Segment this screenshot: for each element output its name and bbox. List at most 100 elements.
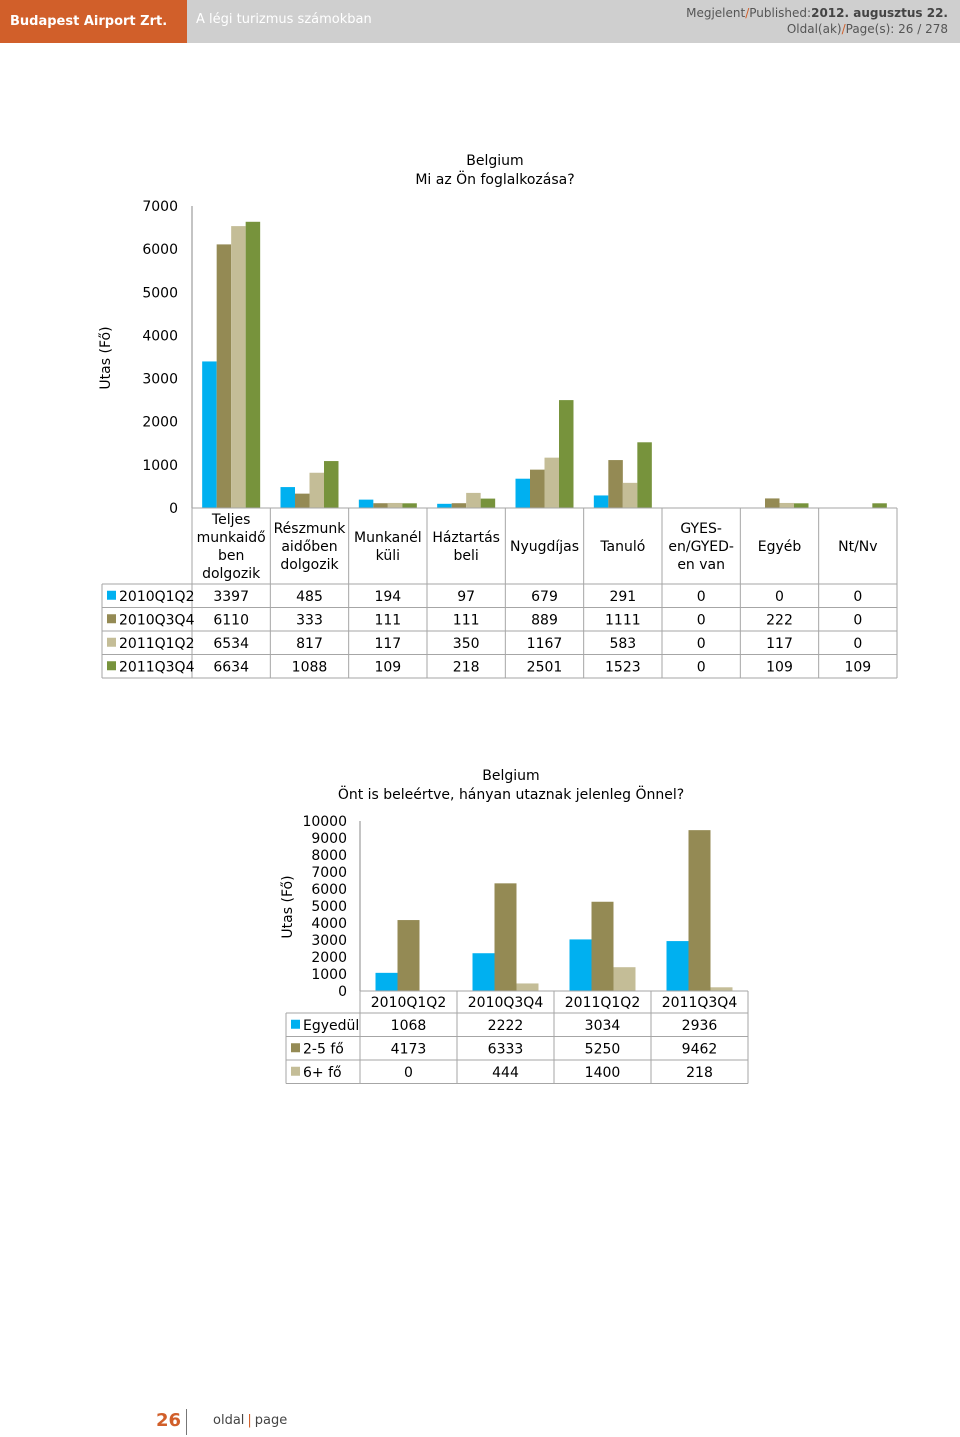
category-label: 2011Q3Q4 bbox=[662, 995, 738, 1011]
bar bbox=[245, 221, 261, 508]
header-subtitle: A légi turizmus számokban bbox=[196, 12, 372, 27]
category-label: GYES- bbox=[680, 521, 722, 537]
header-meta: Megjelent/Published:2012. augusztus 22. … bbox=[686, 6, 948, 36]
bar bbox=[295, 493, 310, 508]
data-label: 0 bbox=[697, 589, 706, 605]
y-tick-label: 7000 bbox=[142, 199, 178, 215]
category-label: Egyéb bbox=[758, 539, 802, 555]
y-tick-label: 1000 bbox=[311, 967, 347, 983]
legend-swatch bbox=[107, 590, 116, 600]
data-label: 222 bbox=[766, 612, 793, 628]
category-label: beli bbox=[454, 548, 479, 564]
bar bbox=[375, 972, 398, 991]
bar bbox=[472, 953, 495, 991]
page-label: Oldal(ak) bbox=[786, 22, 842, 36]
data-label: 6333 bbox=[488, 1041, 524, 1057]
data-label: 444 bbox=[492, 1065, 519, 1081]
y-tick-label: 1000 bbox=[142, 458, 178, 474]
y-axis-label: Utas (Fő) bbox=[98, 326, 114, 389]
data-label: 109 bbox=[374, 659, 401, 675]
data-label: 9462 bbox=[682, 1041, 718, 1057]
bar bbox=[451, 503, 467, 508]
y-tick-label: 2000 bbox=[142, 415, 178, 431]
data-label: 6634 bbox=[213, 659, 249, 675]
data-label: 1088 bbox=[292, 659, 328, 675]
data-label: 1167 bbox=[527, 636, 563, 652]
page-header: Budapest Airport Zrt. A légi turizmus sz… bbox=[0, 0, 960, 43]
category-label: dolgozik bbox=[202, 566, 261, 582]
category-label: küli bbox=[376, 548, 400, 564]
y-tick-label: 8000 bbox=[311, 848, 347, 864]
bar bbox=[324, 461, 339, 508]
bar bbox=[794, 503, 809, 508]
y-tick-label: 9000 bbox=[311, 831, 347, 847]
bar bbox=[402, 503, 417, 508]
y-tick-label: 6000 bbox=[142, 242, 178, 258]
data-label: 1400 bbox=[585, 1065, 621, 1081]
category-label: dolgozik bbox=[280, 557, 339, 573]
legend-label: 2-5 fő bbox=[303, 1041, 344, 1057]
bar bbox=[202, 361, 217, 508]
footer-label: oldal | page bbox=[213, 1413, 288, 1428]
data-label: 485 bbox=[296, 589, 323, 605]
bar bbox=[494, 883, 517, 991]
bar bbox=[231, 226, 246, 509]
data-label: 350 bbox=[453, 636, 480, 652]
category-label: 2011Q1Q2 bbox=[565, 995, 640, 1011]
data-label: 117 bbox=[766, 636, 793, 652]
bar bbox=[397, 920, 420, 991]
data-label: 117 bbox=[374, 636, 401, 652]
data-label: 0 bbox=[775, 589, 784, 605]
bar bbox=[779, 502, 794, 508]
data-label: 0 bbox=[853, 636, 862, 652]
bar bbox=[480, 498, 496, 508]
bar bbox=[622, 482, 638, 508]
bar bbox=[637, 442, 652, 508]
legend-label: 6+ fő bbox=[303, 1065, 342, 1081]
published-label: Megjelent bbox=[686, 6, 746, 20]
y-tick-label: 3000 bbox=[311, 933, 347, 949]
page-number: 26 bbox=[156, 1410, 182, 1431]
bar bbox=[593, 495, 609, 508]
chart-title: Belgium bbox=[482, 768, 539, 784]
bar bbox=[872, 503, 887, 508]
data-label: 0 bbox=[853, 589, 862, 605]
y-tick-label: 5000 bbox=[311, 899, 347, 915]
data-label: 1068 bbox=[391, 1018, 427, 1034]
bar bbox=[765, 498, 780, 508]
data-label: 6110 bbox=[213, 612, 249, 628]
data-label: 0 bbox=[404, 1065, 413, 1081]
bar bbox=[309, 472, 324, 508]
bar bbox=[608, 460, 623, 508]
data-label: 109 bbox=[766, 659, 793, 675]
category-label: en van bbox=[677, 557, 725, 573]
data-label: 1523 bbox=[605, 659, 641, 675]
y-tick-label: 0 bbox=[338, 984, 347, 1000]
data-label: 0 bbox=[853, 612, 862, 628]
bar bbox=[437, 503, 452, 508]
legend-label: 2010Q1Q2 bbox=[119, 589, 194, 605]
legend-swatch bbox=[291, 1043, 300, 1053]
bar bbox=[710, 987, 733, 991]
data-label: 194 bbox=[374, 589, 401, 605]
y-tick-label: 3000 bbox=[142, 372, 178, 388]
bar bbox=[387, 502, 403, 508]
y-tick-label: 7000 bbox=[311, 865, 347, 881]
bar bbox=[516, 983, 539, 991]
category-label: Tanuló bbox=[599, 539, 645, 555]
legend-label: 2011Q3Q4 bbox=[119, 659, 195, 675]
data-label: 97 bbox=[457, 589, 475, 605]
data-label: 4173 bbox=[391, 1041, 427, 1057]
legend-label: 2010Q3Q4 bbox=[119, 612, 195, 628]
legend-swatch bbox=[107, 637, 116, 647]
category-label: en/GYED- bbox=[668, 539, 734, 555]
data-label: 111 bbox=[453, 612, 480, 628]
data-label: 2501 bbox=[527, 659, 563, 675]
bar bbox=[358, 499, 374, 508]
legend-label: Egyedül bbox=[303, 1018, 359, 1034]
data-label: 291 bbox=[609, 589, 636, 605]
y-tick-label: 2000 bbox=[311, 950, 347, 966]
legend-swatch bbox=[291, 1019, 300, 1029]
category-label: Háztartás bbox=[432, 530, 500, 546]
